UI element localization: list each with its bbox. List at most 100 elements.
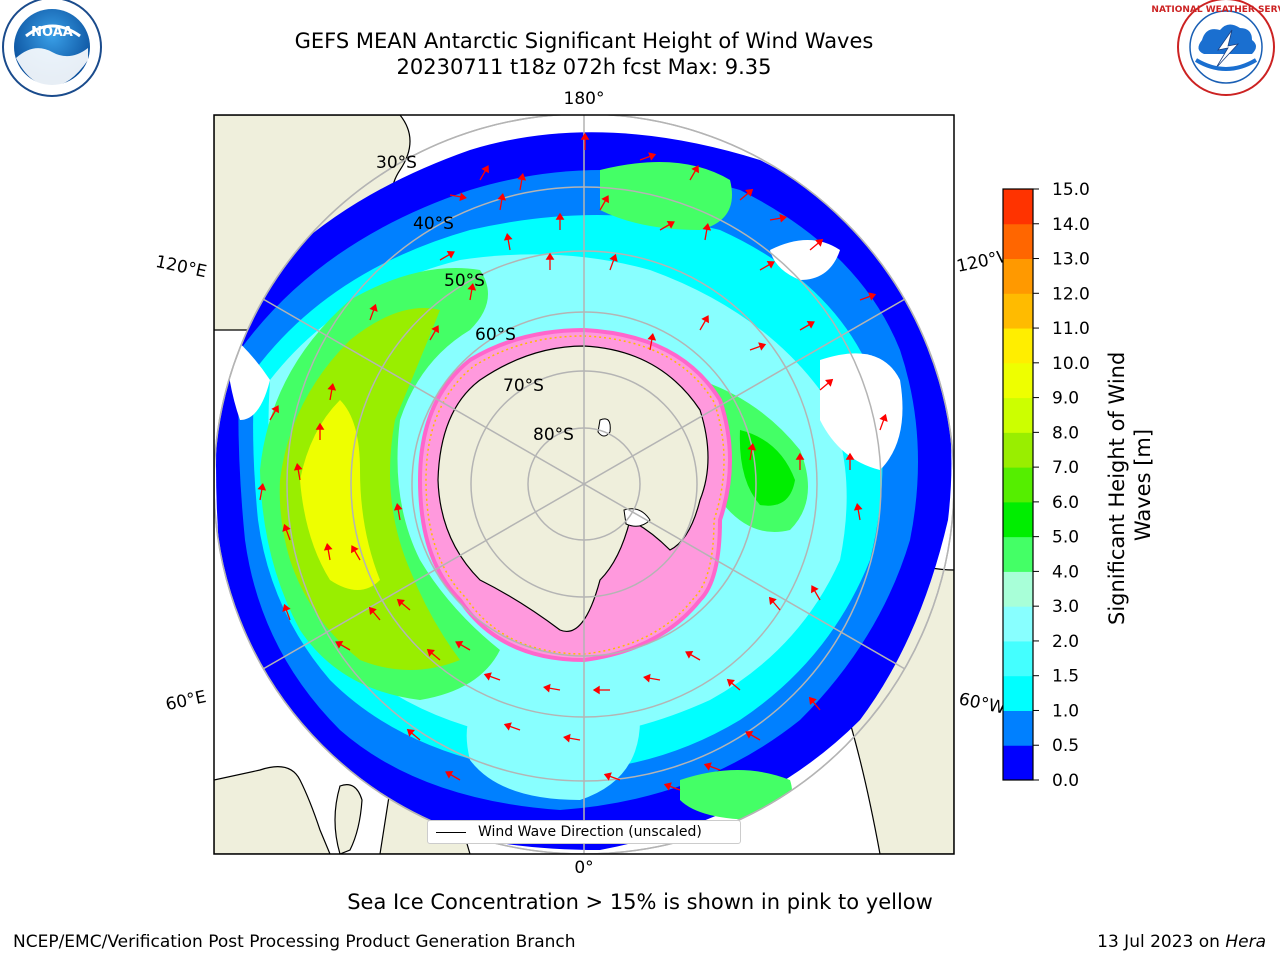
lat-label-70s: 70°S bbox=[503, 376, 544, 396]
wind-wave-arrowhead bbox=[445, 771, 454, 779]
wind-wave-arrowhead bbox=[459, 192, 467, 202]
colorbar-tick-label: 4.0 bbox=[1052, 562, 1079, 582]
chart-title: GEFS MEAN Antarctic Significant Height o… bbox=[294, 29, 874, 53]
colorbar-tick-label: 6.0 bbox=[1052, 493, 1079, 513]
wind-wave-arrowhead bbox=[703, 762, 712, 771]
wind-wave-arrowhead bbox=[845, 452, 855, 460]
colorbar-tick-label: 0.0 bbox=[1052, 771, 1079, 791]
wind-wave-arrowhead bbox=[806, 321, 815, 329]
wind-wave-arrowhead bbox=[701, 315, 709, 324]
wind-wave-arrowhead bbox=[601, 195, 609, 204]
noaa-logo: NOAA bbox=[2, 0, 102, 97]
wind-wave-arrowhead bbox=[766, 261, 775, 269]
footer-host: Hera bbox=[1225, 932, 1266, 952]
colorbar-bin bbox=[1003, 606, 1033, 642]
wind-wave-arrowhead bbox=[563, 733, 571, 743]
colorbar-tick-label: 11.0 bbox=[1052, 319, 1090, 339]
wind-wave-arrowhead bbox=[335, 641, 344, 649]
wind-wave-arrowhead bbox=[745, 188, 754, 197]
wind-wave-arrowhead bbox=[446, 251, 455, 259]
wind-wave-arrowhead bbox=[483, 672, 492, 681]
lon-label-0: 0° bbox=[574, 858, 593, 878]
colorbar-tick-label: 8.0 bbox=[1052, 423, 1079, 443]
wind-wave-arrowhead bbox=[517, 173, 527, 181]
colorbar-tick-label: 10.0 bbox=[1052, 354, 1090, 374]
wind-wave-arrowhead bbox=[779, 213, 787, 223]
wind-wave-arrowhead bbox=[702, 223, 712, 231]
colorbar-bin bbox=[1003, 536, 1033, 572]
colorbar-bin bbox=[1003, 710, 1033, 746]
colorbar-tick-label: 0.5 bbox=[1052, 736, 1079, 756]
lon-label-60w: 60°W bbox=[957, 689, 1007, 718]
colorbar-bin bbox=[1003, 432, 1033, 468]
colorbar-bin bbox=[1003, 223, 1033, 260]
legend-label: Wind Wave Direction (unscaled) bbox=[478, 824, 702, 840]
wind-wave-arrowhead bbox=[811, 585, 819, 594]
wind-wave-arrowhead bbox=[815, 238, 824, 247]
colorbar-tick-label: 14.0 bbox=[1052, 215, 1090, 235]
wind-wave-arrowhead bbox=[396, 598, 405, 607]
footer-attribution: NCEP/EMC/Verification Post Processing Pr… bbox=[13, 932, 576, 952]
wind-wave-arrowhead bbox=[685, 651, 694, 659]
wind-wave-arrowhead bbox=[323, 543, 333, 551]
noaa-logo-text: NOAA bbox=[31, 25, 73, 40]
lat-label-30s: 30°S bbox=[376, 153, 417, 173]
wind-wave-arrowhead bbox=[580, 132, 590, 140]
wind-wave-arrowhead bbox=[545, 252, 555, 260]
wind-wave-arrowhead bbox=[327, 383, 337, 391]
colorbar-bin bbox=[1003, 745, 1033, 781]
colorbar-bin bbox=[1003, 258, 1033, 294]
lon-label-60e: 60°E bbox=[164, 687, 208, 715]
wind-wave-arrowhead bbox=[745, 731, 754, 739]
colorbar-tick-label: 5.0 bbox=[1052, 528, 1079, 548]
wind-wave-arrowhead bbox=[808, 696, 817, 705]
map-legend: Wind Wave Direction (unscaled) bbox=[427, 820, 741, 844]
wind-wave-arrowhead bbox=[609, 253, 618, 262]
colorbar-bin bbox=[1003, 640, 1033, 677]
wind-wave-arrowhead bbox=[555, 212, 565, 220]
wind-wave-arrowhead bbox=[315, 422, 325, 430]
colorbar-bin bbox=[1003, 362, 1033, 399]
colorbar-tick-label: 7.0 bbox=[1052, 458, 1079, 478]
colorbar-bin bbox=[1003, 328, 1033, 364]
wind-wave-arrowhead bbox=[351, 545, 359, 554]
wind-wave-arrowhead bbox=[795, 452, 805, 460]
wind-wave-arrowhead bbox=[368, 606, 377, 615]
wind-wave-arrowhead bbox=[879, 413, 888, 422]
wind-wave-arrowhead bbox=[293, 463, 303, 471]
wind-wave-arrows bbox=[257, 132, 888, 791]
nws-logo-text: NATIONAL WEATHER SERVICE bbox=[1151, 5, 1280, 15]
colorbar-tick-label: 1.0 bbox=[1052, 701, 1079, 721]
footer-date-text: 13 Jul 2023 on bbox=[1097, 932, 1226, 952]
wind-wave-arrowhead bbox=[271, 405, 279, 414]
lat-label-50s: 50°S bbox=[444, 271, 485, 291]
land-africa bbox=[214, 766, 331, 854]
wind-wave-arrowhead bbox=[868, 292, 877, 301]
colorbar-bin bbox=[1003, 397, 1033, 433]
lat-label-80s: 80°S bbox=[533, 425, 574, 445]
colorbar-bin bbox=[1003, 675, 1033, 711]
wind-wave-arrowhead bbox=[369, 303, 378, 312]
colorbar-tick-label: 2.0 bbox=[1052, 632, 1079, 652]
footer-date: 13 Jul 2023 on Hera bbox=[1097, 932, 1266, 952]
lat-label-40s: 40°S bbox=[413, 214, 454, 234]
colorbar-tick-label: 9.0 bbox=[1052, 389, 1079, 409]
colorbar-bin bbox=[1003, 293, 1033, 329]
colorbar-tick-label: 1.5 bbox=[1052, 667, 1079, 687]
wind-wave-arrowhead bbox=[666, 221, 675, 229]
lon-label-120e: 120°E bbox=[154, 252, 209, 282]
wind-wave-arrowhead bbox=[503, 233, 513, 241]
wind-wave-arrowhead bbox=[431, 325, 439, 334]
wind-wave-arrowhead bbox=[758, 342, 767, 351]
wind-wave-arrowhead bbox=[691, 165, 699, 174]
wind-wave-arrowhead bbox=[257, 483, 267, 491]
colorbar-bin bbox=[1003, 189, 1033, 225]
wind-wave-arrowhead bbox=[603, 772, 612, 781]
colorbar-label: Significant Height of Wind Waves [m] bbox=[1105, 345, 1155, 625]
wind-wave-arrowhead bbox=[426, 648, 435, 657]
colorbar-tick-label: 13.0 bbox=[1052, 250, 1090, 270]
colorbar-bin bbox=[1003, 571, 1033, 607]
wind-wave-arrowhead bbox=[467, 283, 477, 291]
colorbar-tick-label: 12.0 bbox=[1052, 284, 1090, 304]
colorbar-bin bbox=[1003, 501, 1033, 538]
